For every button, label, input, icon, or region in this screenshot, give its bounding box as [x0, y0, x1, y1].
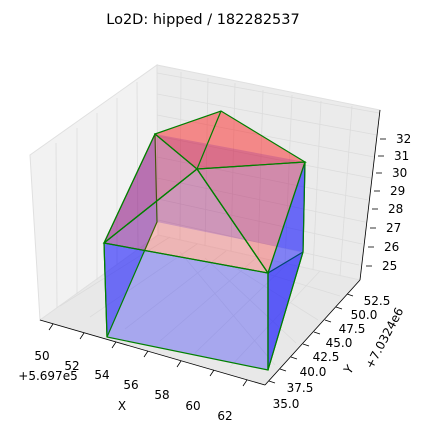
z-tick-label: 29 [390, 184, 405, 198]
x-axis-offset: +5.697e5 [18, 369, 77, 383]
x-tick-label: 54 [94, 368, 109, 382]
z-tick-label: 26 [384, 240, 399, 254]
x-tick-label: 58 [154, 388, 169, 402]
plot-title: Lo2D: hipped / 182282537 [106, 12, 299, 28]
y-tick-label: 52.5 [364, 294, 391, 308]
y-axis-label: Y [340, 362, 357, 378]
y-tick-label: 40.0 [300, 365, 327, 379]
y-tick-label: 47.5 [339, 322, 366, 336]
x-tick-label: 56 [123, 378, 138, 392]
z-tick-label: 32 [396, 132, 411, 146]
x-tick-label: 60 [185, 399, 200, 413]
y-tick-label: 42.5 [313, 350, 340, 364]
y-tick-label: 45.0 [326, 336, 353, 350]
y-tick-label: 37.5 [287, 381, 314, 395]
z-tick-label: 25 [382, 259, 397, 273]
x-tick-label: 50 [34, 349, 49, 363]
z-tick-label: 30 [392, 166, 407, 180]
x-axis-label: X [118, 399, 126, 413]
z-tick-label: 27 [386, 221, 401, 235]
y-tick-label: 35.0 [273, 397, 300, 411]
z-tick-label: 28 [388, 202, 403, 216]
y-tick-label: 50.0 [351, 308, 378, 322]
z-tick-label: 31 [394, 149, 409, 163]
x-tick-label: 62 [217, 409, 232, 423]
